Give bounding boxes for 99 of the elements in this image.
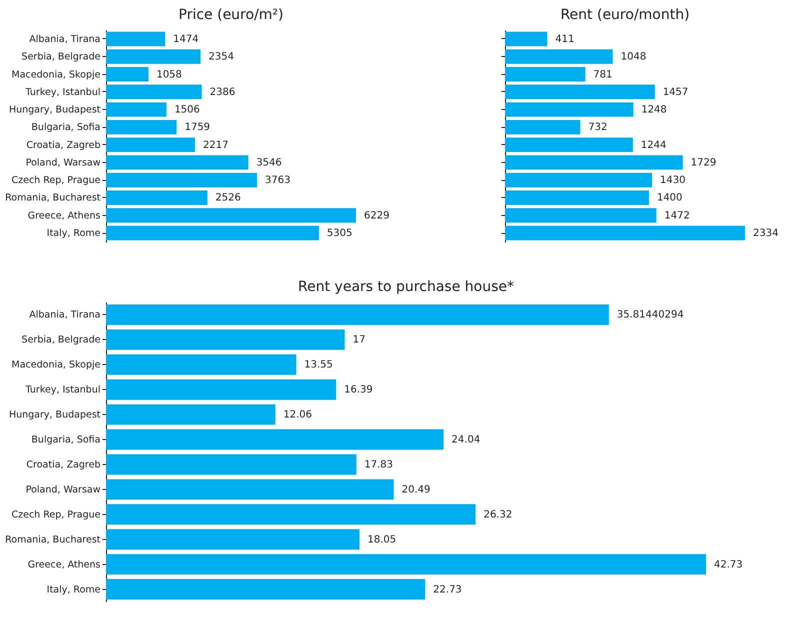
- data-label: 17: [352, 334, 366, 346]
- y-tick-label: Hungary, Budapest: [8, 410, 101, 421]
- bar: [106, 32, 166, 46]
- data-label: 732: [588, 122, 608, 134]
- data-label: 1058: [156, 69, 182, 80]
- bar: [106, 120, 177, 134]
- data-label: 12.06: [283, 410, 312, 421]
- data-label: 22.73: [433, 584, 462, 596]
- data-label: 2217: [202, 140, 228, 151]
- y-tick-label: Greece, Athens: [28, 210, 101, 222]
- bar: [505, 208, 656, 223]
- bar: [505, 84, 655, 100]
- data-label: 5305: [326, 228, 352, 240]
- y-tick-label: Italy, Rome: [46, 228, 101, 240]
- bar: [505, 226, 745, 240]
- bar: [505, 190, 649, 205]
- y-tick-label: Romania, Bucharest: [5, 192, 101, 204]
- bar: [106, 379, 336, 400]
- data-label: 1244: [640, 140, 666, 151]
- data-label: 2386: [210, 86, 236, 98]
- y-tick-label: Bulgaria, Sofia: [31, 122, 100, 134]
- bar: [106, 429, 444, 450]
- data-label: 1759: [184, 122, 210, 134]
- chart-title: Rent years to purchase house*: [298, 279, 514, 295]
- y-tick-label: Poland, Warsaw: [26, 484, 101, 496]
- data-label: 6229: [364, 210, 390, 222]
- bar: [106, 67, 148, 82]
- chart-title: Price (euro/m²): [178, 7, 284, 23]
- data-label: 42.73: [714, 559, 743, 570]
- data-label: 2526: [215, 192, 241, 204]
- bar: [505, 155, 683, 170]
- y-tick-label: Croatia, Zagreb: [26, 140, 100, 151]
- y-tick-label: Bulgaria, Sofia: [31, 434, 100, 446]
- y-tick-label: Turkey, Istanbul: [24, 86, 100, 98]
- bar: [106, 84, 202, 100]
- y-tick-label: Italy, Rome: [46, 584, 101, 596]
- bar: [106, 138, 195, 152]
- data-label: 1729: [690, 157, 716, 168]
- bar: [106, 102, 166, 117]
- data-label: 1506: [174, 104, 200, 116]
- data-label: 1400: [656, 192, 682, 204]
- data-label: 1472: [664, 210, 690, 222]
- data-label: 24.04: [452, 434, 480, 446]
- data-label: 18.05: [367, 534, 396, 546]
- y-tick-label: Greece, Athens: [28, 559, 101, 570]
- data-label: 1430: [660, 175, 686, 186]
- y-tick-label: Hungary, Budapest: [8, 104, 101, 116]
- bar: [106, 454, 356, 475]
- bar: [106, 155, 248, 170]
- bar: [106, 354, 296, 375]
- y-tick-label: Turkey, Istanbul: [24, 384, 100, 396]
- y-tick-label: Albania, Tirana: [29, 310, 100, 321]
- bar: [106, 404, 276, 425]
- bar: [505, 172, 652, 188]
- data-label: 2354: [208, 52, 234, 63]
- data-label: 781: [593, 69, 612, 80]
- data-label: 20.49: [402, 484, 430, 496]
- bar: [505, 49, 613, 64]
- data-label: 2334: [753, 228, 778, 240]
- bar: [106, 479, 394, 500]
- chart-title: Rent (euro/month): [560, 7, 690, 23]
- y-tick-label: Poland, Warsaw: [26, 157, 101, 168]
- data-label: 17.83: [364, 459, 394, 470]
- bar: [505, 102, 634, 117]
- data-label: 26.32: [484, 509, 512, 520]
- y-tick-label: Croatia, Zagreb: [26, 459, 100, 470]
- data-label: 13.55: [304, 360, 333, 371]
- y-tick-label: Czech Rep, Prague: [11, 509, 101, 520]
- bar: [106, 304, 609, 325]
- bar: [106, 49, 200, 64]
- data-label: 1457: [662, 86, 688, 98]
- bar: [106, 529, 360, 550]
- bar: [505, 138, 633, 152]
- y-tick-label: Macedonia, Skopje: [12, 69, 101, 80]
- y-tick-label: Czech Rep, Prague: [11, 175, 101, 186]
- bar: [106, 579, 426, 600]
- y-tick-label: Macedonia, Skopje: [12, 360, 101, 371]
- bar: [106, 329, 345, 350]
- data-label: 411: [555, 34, 574, 45]
- y-tick-label: Albania, Tirana: [29, 34, 100, 45]
- bar: [106, 190, 208, 205]
- bar: [106, 554, 706, 575]
- bar: [505, 120, 580, 134]
- bar: [106, 504, 476, 525]
- data-label: 3546: [256, 157, 282, 168]
- data-label: 1248: [641, 104, 667, 116]
- bar: [106, 172, 258, 188]
- data-label: 3763: [265, 175, 290, 186]
- bar: [505, 32, 548, 46]
- bar: [106, 226, 319, 240]
- bar: [106, 208, 356, 223]
- y-tick-label: Serbia, Belgrade: [22, 334, 101, 346]
- y-tick-label: Serbia, Belgrade: [22, 52, 101, 63]
- data-label: 1048: [620, 52, 646, 63]
- y-tick-label: Romania, Bucharest: [5, 534, 101, 546]
- data-label: 35.81440294: [616, 310, 684, 321]
- data-label: 1474: [173, 34, 199, 45]
- data-label: 16.39: [344, 384, 373, 396]
- bar: [505, 67, 586, 82]
